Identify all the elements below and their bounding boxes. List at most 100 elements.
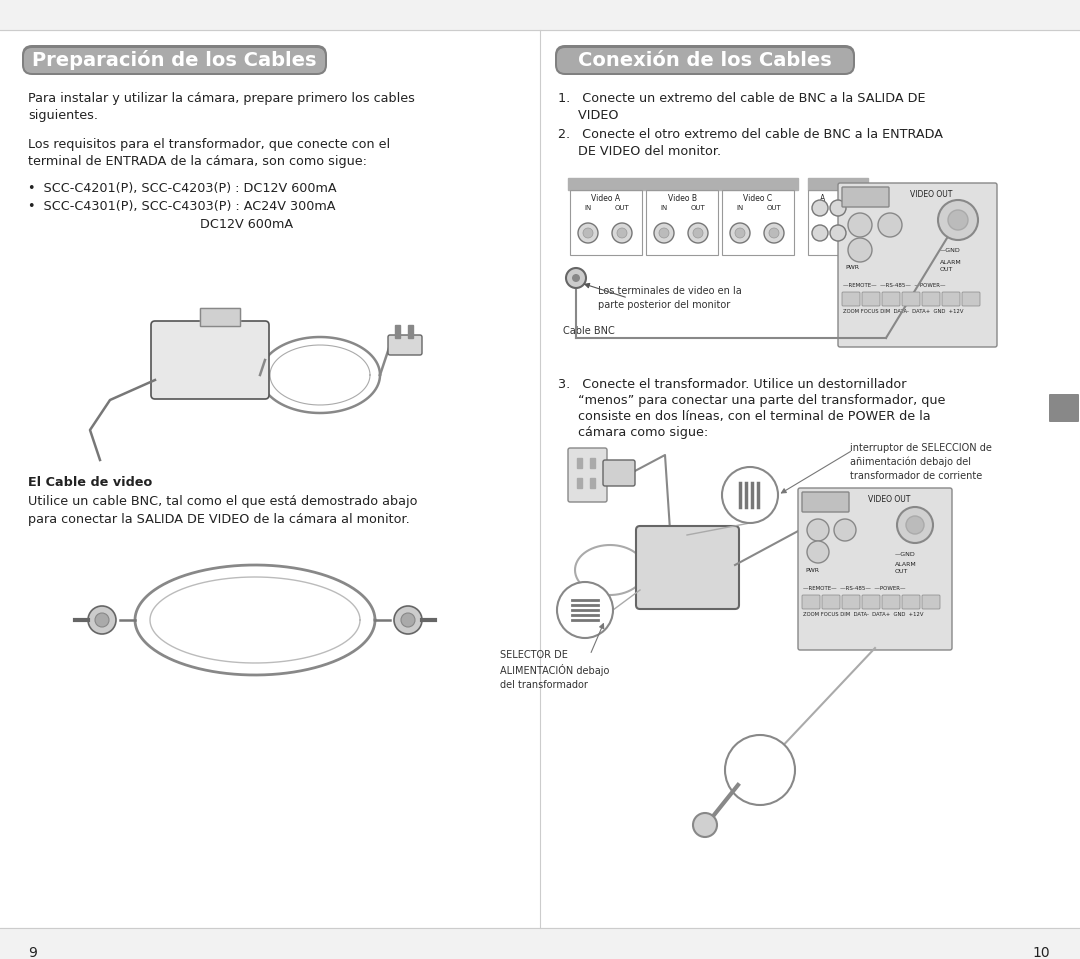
FancyBboxPatch shape [24, 48, 325, 73]
Bar [0, 0, 1080, 30]
FancyBboxPatch shape [922, 595, 940, 609]
Text: Preparación de los Cables: Preparación de los Cables [32, 50, 316, 70]
Text: IN: IN [858, 206, 865, 212]
Text: interruptor de SELECCION de
аñimentación debajo del
transformador de corriente: interruptor de SELECCION de аñimentación… [850, 443, 991, 480]
Bar [568, 178, 798, 190]
Circle shape [572, 274, 580, 282]
Bar [590, 478, 595, 488]
Circle shape [557, 582, 613, 638]
Text: ALARM
OUT: ALARM OUT [895, 562, 917, 573]
Circle shape [848, 238, 872, 262]
Text: Para instalar y utilizar la cámara, prepare primero los cables
siguientes.: Para instalar y utilizar la cámara, prep… [28, 92, 415, 123]
Circle shape [688, 223, 708, 243]
Bar [395, 325, 400, 338]
Circle shape [659, 228, 669, 238]
Text: DC12V 600mA: DC12V 600mA [200, 218, 293, 231]
Text: OUT: OUT [767, 205, 781, 211]
Circle shape [807, 519, 829, 541]
Circle shape [730, 223, 750, 243]
FancyBboxPatch shape [882, 292, 900, 306]
Circle shape [831, 225, 846, 241]
Circle shape [848, 213, 872, 237]
FancyBboxPatch shape [962, 292, 980, 306]
Bar [723, 190, 794, 255]
Circle shape [654, 223, 674, 243]
Text: Utilice un cable BNC, tal como el que está demostrado abajo
para conectar la SAL: Utilice un cable BNC, tal como el que es… [28, 495, 418, 526]
Text: PWR: PWR [845, 265, 859, 270]
Text: Cable BNC: Cable BNC [563, 326, 615, 336]
FancyBboxPatch shape [822, 595, 840, 609]
Text: ZOOM FOCUS DIM  DATA-  DATA+  GND  +12V: ZOOM FOCUS DIM DATA- DATA+ GND +12V [843, 309, 963, 314]
Text: SET UP: SET UP [852, 192, 878, 201]
Circle shape [897, 507, 933, 543]
Text: SET UP: SET UP [812, 497, 838, 506]
Text: ALARM
OUT: ALARM OUT [940, 260, 962, 271]
Circle shape [735, 228, 745, 238]
FancyBboxPatch shape [151, 321, 269, 399]
Circle shape [948, 210, 968, 230]
Text: Conexión de los Cables: Conexión de los Cables [578, 51, 832, 69]
Circle shape [939, 200, 978, 240]
Text: VIDEO OUT: VIDEO OUT [910, 190, 953, 199]
Circle shape [723, 467, 778, 523]
Text: OUT: OUT [690, 205, 705, 211]
Text: 1.   Conecte un extremo del cable de BNC a la SALIDA DE: 1. Conecte un extremo del cable de BNC a… [558, 92, 926, 105]
FancyBboxPatch shape [568, 448, 607, 502]
FancyBboxPatch shape [902, 292, 920, 306]
Circle shape [812, 225, 828, 241]
Text: VIDEO OUT: VIDEO OUT [868, 495, 910, 504]
Text: IN: IN [660, 205, 667, 211]
Circle shape [95, 613, 109, 627]
Text: OUT: OUT [858, 228, 873, 234]
Circle shape [394, 606, 422, 634]
Circle shape [566, 268, 586, 288]
Text: —GND: —GND [895, 552, 916, 557]
FancyBboxPatch shape [902, 595, 920, 609]
Text: ZOOM FOCUS DIM  DATA-  DATA+  GND  +12V: ZOOM FOCUS DIM DATA- DATA+ GND +12V [804, 612, 923, 617]
Text: 9: 9 [28, 946, 37, 959]
Circle shape [834, 519, 856, 541]
Circle shape [612, 223, 632, 243]
Text: 10: 10 [1032, 946, 1050, 959]
Bar [200, 308, 240, 326]
Bar [577, 458, 582, 468]
FancyBboxPatch shape [1049, 394, 1079, 422]
Text: SELECTOR DE
ALIMENTACIÓN debajo
del transformador: SELECTOR DE ALIMENTACIÓN debajo del tran… [500, 650, 610, 690]
Text: Los terminales de video en la
parte posterior del monitor: Los terminales de video en la parte post… [598, 286, 742, 310]
Circle shape [87, 606, 116, 634]
Text: Video C: Video C [743, 194, 772, 203]
FancyBboxPatch shape [842, 187, 889, 207]
Text: DE VIDEO del monitor.: DE VIDEO del monitor. [558, 145, 721, 158]
Bar [408, 325, 413, 338]
Circle shape [725, 735, 795, 805]
Circle shape [764, 223, 784, 243]
Circle shape [583, 228, 593, 238]
Circle shape [769, 228, 779, 238]
Circle shape [878, 213, 902, 237]
Bar [570, 190, 642, 255]
Text: Los requisitos para el transformador, que conecte con el
terminal de ENTRADA de : Los requisitos para el transformador, qu… [28, 138, 390, 169]
FancyBboxPatch shape [842, 595, 860, 609]
Bar [808, 178, 868, 190]
Circle shape [578, 223, 598, 243]
Text: IN: IN [584, 205, 592, 211]
FancyBboxPatch shape [636, 526, 739, 609]
Circle shape [831, 200, 846, 216]
Circle shape [617, 228, 627, 238]
Bar [200, 308, 240, 326]
Text: —REMOTE—  —RS-485—  —POWER—: —REMOTE— —RS-485— —POWER— [804, 586, 905, 591]
Text: IN: IN [737, 205, 744, 211]
Text: A: A [820, 194, 825, 203]
Text: Video A: Video A [592, 194, 621, 203]
Text: OUT: OUT [615, 205, 630, 211]
Bar [590, 458, 595, 468]
Bar [0, 928, 1080, 959]
FancyBboxPatch shape [798, 488, 951, 650]
Text: VIDEO: VIDEO [558, 109, 619, 122]
Circle shape [693, 813, 717, 837]
FancyBboxPatch shape [557, 48, 853, 73]
FancyBboxPatch shape [603, 460, 635, 486]
Circle shape [401, 613, 415, 627]
Text: —REMOTE—  —RS-485—  —POWER—: —REMOTE— —RS-485— —POWER— [843, 283, 945, 288]
Text: Video B: Video B [667, 194, 697, 203]
